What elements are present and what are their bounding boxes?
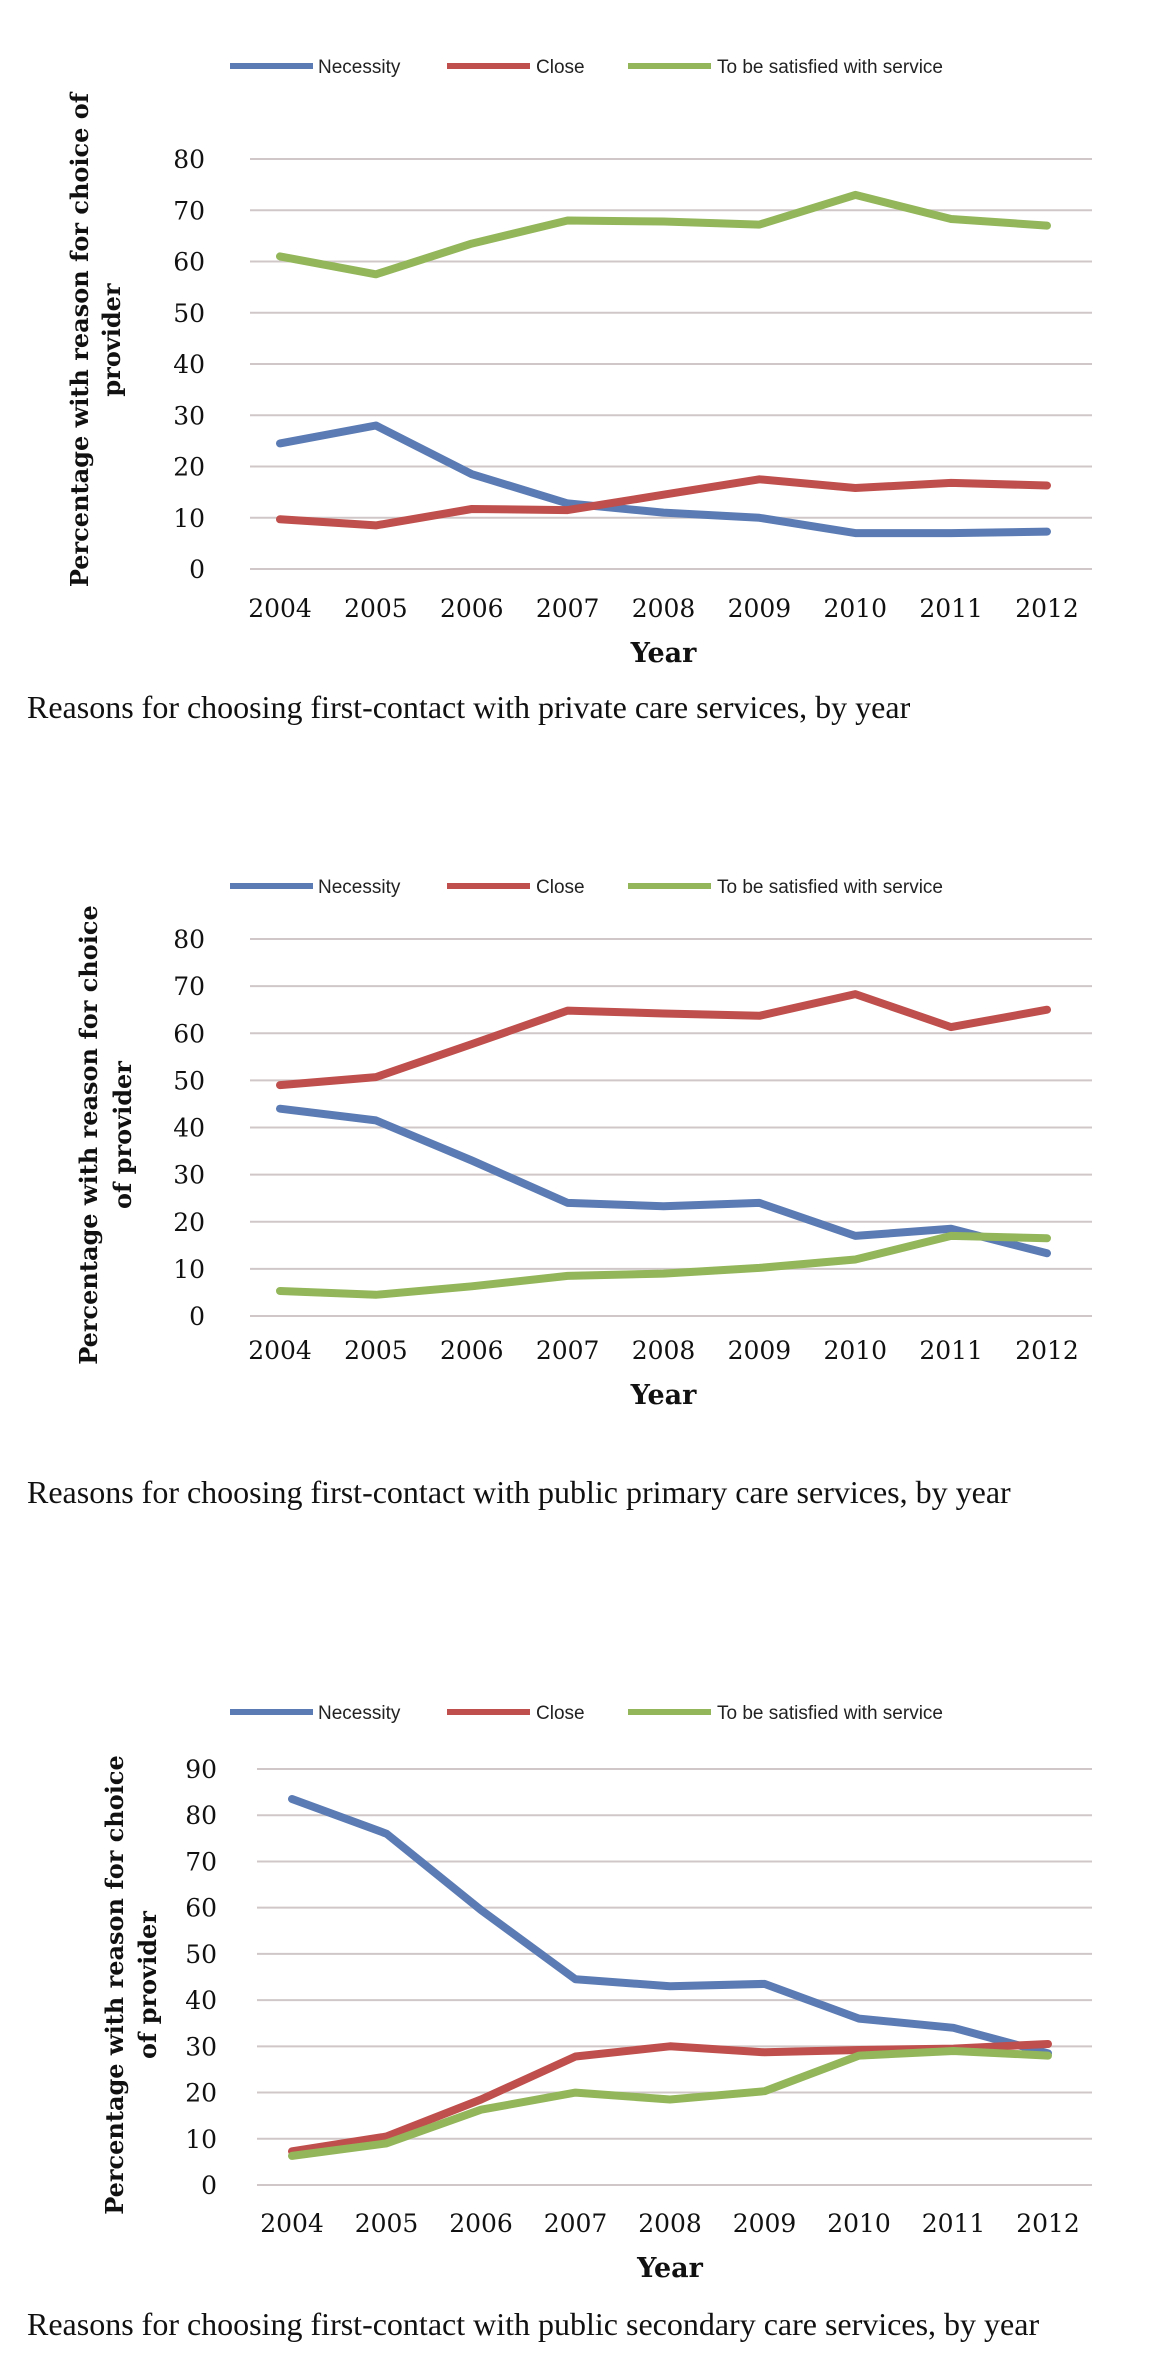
y-tick-label: 0 (189, 1302, 205, 1331)
x-tick-label: 2012 (1016, 2209, 1080, 2238)
y-tick-label: 90 (185, 1755, 217, 1784)
x-tick-label: 2005 (355, 2209, 419, 2238)
y-tick-label: 30 (173, 401, 205, 430)
gridlines (250, 938, 1092, 1317)
x-tick-label: 2011 (919, 1336, 983, 1365)
y-tick-label: 50 (173, 299, 205, 328)
legend: Necessity Close To be satisfied with servi… (230, 57, 943, 78)
y-tick-label: 70 (185, 1847, 217, 1876)
y-tick-label: 80 (173, 145, 205, 174)
x-tick-label: 2012 (1015, 1336, 1079, 1365)
legend: Necessity Close To be satisfied with servi… (230, 877, 943, 898)
x-tick-label: 2010 (823, 594, 887, 623)
x-tick-label: 2009 (728, 1336, 792, 1365)
x-tick-label: 2011 (922, 2209, 986, 2238)
y-tick-label: 60 (185, 1894, 217, 1923)
chart-panel-3: Necessity Close To be satisfied with servi… (27, 1703, 1092, 2342)
x-tick-label: 2006 (440, 1336, 504, 1365)
y-tick-label: 30 (173, 1161, 205, 1190)
legend: Necessity Close To be satisfied with servi… (230, 1703, 943, 1724)
legend-label-satisfied: To be satisfied with service (717, 57, 943, 78)
gridlines (250, 158, 1092, 570)
series-line-necessity (276, 1104, 1051, 1258)
series-line-close (276, 990, 1051, 1090)
figure-caption: Reasons for choosing first-contact with … (27, 2306, 1039, 2342)
series-line-necessity (276, 421, 1051, 538)
y-tick-label: 10 (173, 1255, 205, 1284)
y-tick-label: 40 (185, 1986, 217, 2015)
x-tick-label: 2005 (344, 594, 408, 623)
y-tick-label: 50 (185, 1940, 217, 1969)
legend-label-necessity: Necessity (318, 1703, 401, 1724)
x-tick-label: 2004 (260, 2209, 324, 2238)
x-tick-label: 2008 (632, 1336, 696, 1365)
x-tick-label: 2011 (919, 594, 983, 623)
y-tick-label: 0 (201, 2171, 217, 2200)
legend-label-close: Close (536, 1703, 585, 1724)
y-tick-label: 10 (185, 2125, 217, 2154)
x-axis-title: Year (630, 1380, 698, 1411)
y-tick-label: 70 (173, 196, 205, 225)
figure-caption: Reasons for choosing first-contact with … (27, 689, 911, 725)
y-tick-label: 60 (173, 248, 205, 277)
y-tick-label: 40 (173, 1114, 205, 1143)
y-tick-label: 20 (185, 2079, 217, 2108)
series-line-necessity (288, 1795, 1052, 2058)
chart-panel-1: Necessity Close To be satisfied with servi… (27, 57, 1092, 725)
legend-label-necessity: Necessity (318, 877, 401, 898)
x-tick-label: 2006 (449, 2209, 513, 2238)
legend-label-satisfied: To be satisfied with service (717, 877, 943, 898)
legend-label-necessity: Necessity (318, 57, 401, 78)
x-tick-label: 2007 (544, 2209, 608, 2238)
y-tick-label: 60 (173, 1019, 205, 1048)
x-tick-label: 2007 (536, 594, 600, 623)
series-line-satisfied (276, 1231, 1051, 1299)
y-tick-label: 10 (173, 504, 205, 533)
x-tick-label: 2010 (827, 2209, 891, 2238)
y-axis-title-line: Percentage with reason for choice (100, 1755, 129, 2215)
x-tick-label: 2007 (536, 1336, 600, 1365)
y-tick-label: 50 (173, 1066, 205, 1095)
y-tick-label: 70 (173, 972, 205, 1001)
y-tick-label: 80 (173, 925, 205, 954)
x-axis-title: Year (636, 2253, 704, 2284)
y-axis-title-line: provider (97, 283, 126, 397)
y-tick-label: 30 (185, 2032, 217, 2061)
x-tick-label: 2006 (440, 594, 504, 623)
x-tick-label: 2009 (733, 2209, 797, 2238)
series-line-close (276, 475, 1051, 530)
y-axis-title-line: of provider (133, 1911, 162, 2059)
y-axis-title-line: Percentage with reason for choice (74, 905, 103, 1365)
y-axis-title-line: Percentage with reason for choice of (65, 91, 94, 587)
x-axis-title: Year (630, 638, 698, 669)
legend-label-satisfied: To be satisfied with service (717, 1703, 943, 1724)
series-line-satisfied (288, 2047, 1052, 2160)
y-tick-label: 20 (173, 453, 205, 482)
x-tick-label: 2009 (728, 594, 792, 623)
x-tick-label: 2012 (1015, 594, 1079, 623)
x-tick-label: 2010 (823, 1336, 887, 1365)
x-tick-label: 2004 (248, 594, 312, 623)
figure-caption: Reasons for choosing first-contact with … (27, 1474, 1011, 1510)
x-tick-label: 2008 (632, 594, 696, 623)
series-line-satisfied (276, 190, 1051, 279)
y-tick-label: 0 (189, 555, 205, 584)
legend-label-close: Close (536, 57, 585, 78)
y-axis-title-line: of provider (108, 1061, 137, 1209)
legend-label-close: Close (536, 877, 585, 898)
x-tick-label: 2005 (344, 1336, 408, 1365)
y-tick-label: 20 (173, 1208, 205, 1237)
x-tick-label: 2004 (248, 1336, 312, 1365)
chart-panel-2: Necessity Close To be satisfied with servi… (27, 877, 1092, 1510)
y-tick-label: 40 (173, 350, 205, 379)
x-tick-label: 2008 (638, 2209, 702, 2238)
y-tick-label: 80 (185, 1801, 217, 1830)
